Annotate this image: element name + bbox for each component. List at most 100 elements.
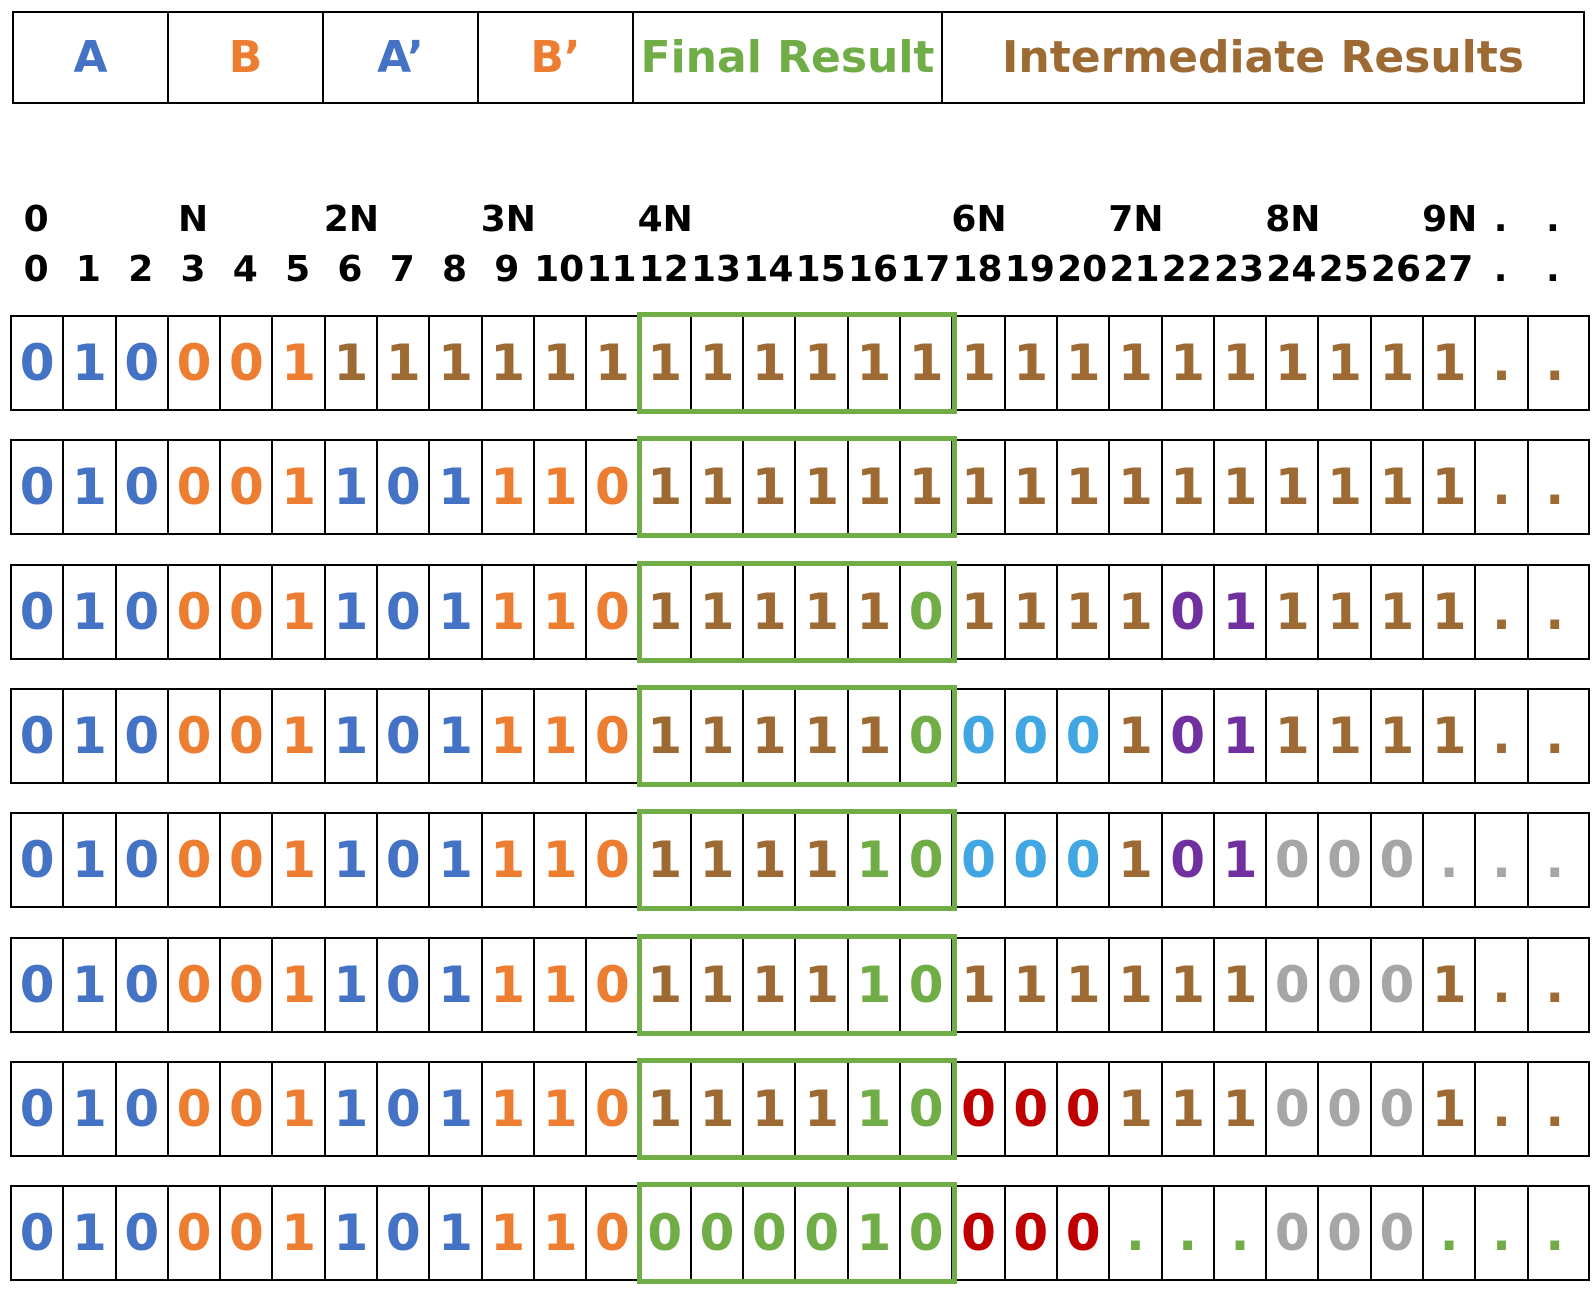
bit-cell: .: [1476, 1187, 1529, 1280]
bit-cell: 1: [1006, 317, 1058, 409]
bit-cell: 1: [849, 938, 902, 1031]
bit-cell: 1: [430, 1187, 483, 1280]
bit-cell: 1: [744, 814, 797, 907]
bit-cell: 0: [953, 814, 1006, 907]
bit-cell: 1: [692, 689, 745, 782]
bit-cell: 0: [587, 565, 640, 658]
bit-cell: 0: [221, 565, 274, 658]
index-label-position: 12: [638, 249, 689, 290]
bit-cell: 1: [430, 689, 483, 782]
bit-cell: 1: [1163, 317, 1215, 409]
bit-cell: 0: [169, 317, 222, 409]
bit-cell: 1: [849, 317, 902, 409]
index-label-position: 22: [1161, 249, 1212, 290]
bit-cell: 0: [1372, 1062, 1425, 1155]
bit-cell: 1: [744, 441, 797, 534]
bit-cell: 1: [326, 689, 379, 782]
bit-cell: 1: [1372, 317, 1425, 409]
bit-cell: 1: [483, 565, 535, 658]
bit-cell: 0: [1058, 689, 1111, 782]
bit-cell: 1: [64, 441, 117, 534]
bit-cell: 1: [1058, 317, 1111, 409]
index-label-position: 13: [690, 249, 742, 290]
bit-cell: 1: [640, 1062, 692, 1155]
index-label-position: 14: [743, 249, 794, 290]
bit-cell: 1: [1163, 938, 1215, 1031]
index-label-multiple: 0: [23, 199, 49, 240]
bit-cell: 1: [1215, 814, 1268, 907]
bit-cell: 1: [692, 938, 745, 1031]
index-label-position: 20: [1057, 249, 1108, 290]
bit-cell: 1: [1110, 317, 1163, 409]
bit-cell: 1: [483, 1062, 535, 1155]
bit-cell: 0: [221, 1062, 274, 1155]
bit-cell: 1: [64, 814, 117, 907]
bit-cell: 0: [12, 441, 65, 534]
index-label-multiple: .: [1545, 199, 1560, 240]
bit-cell: 1: [326, 317, 379, 409]
bit-cell: 1: [1424, 689, 1477, 782]
bit-cell: 1: [744, 565, 797, 658]
bit-cell: 1: [692, 1062, 745, 1155]
bit-cell: 0: [953, 1062, 1006, 1155]
bit-cell: .: [1545, 831, 1565, 890]
bit-cell: 1: [1267, 565, 1320, 658]
bit-cell: 0: [1319, 938, 1372, 1031]
bit-cell: 1: [1058, 565, 1111, 658]
bit-cell: 1: [1110, 938, 1163, 1031]
index-label-position: 25: [1318, 249, 1369, 290]
bit-cell: 0: [169, 1187, 222, 1280]
bit-cell: 1: [849, 1187, 902, 1280]
bit-cell: 0: [1267, 1062, 1320, 1155]
bit-cell: .: [1545, 1079, 1565, 1138]
index-label-position: 16: [847, 249, 898, 290]
bit-cell: 0: [12, 814, 65, 907]
bit-cell: 1: [326, 1062, 379, 1155]
bit-cell: 1: [1372, 689, 1425, 782]
bit-cell: 0: [12, 689, 65, 782]
bit-cell: .: [1476, 317, 1529, 409]
bit-cell: 1: [326, 565, 379, 658]
bit-cell: 0: [1163, 814, 1215, 907]
bit-cell: 0: [901, 1062, 954, 1155]
bit-cell: 0: [117, 938, 169, 1031]
bit-cell: 0: [12, 938, 65, 1031]
bit-cell: 0: [901, 1187, 954, 1280]
bit-cell: 0: [117, 317, 169, 409]
bit-cell: 1: [1319, 565, 1372, 658]
bit-cell: 0: [901, 689, 954, 782]
bit-cell: 0: [692, 1187, 745, 1280]
index-label-multiple: 2N: [323, 199, 379, 240]
bit-cell: 0: [12, 1187, 65, 1280]
bit-cell: 1: [692, 814, 745, 907]
bit-cell: 0: [378, 565, 431, 658]
bit-cell: 1: [796, 1062, 849, 1155]
bit-cell: 0: [640, 1187, 692, 1280]
bit-cell: 0: [1006, 689, 1058, 782]
bit-cell: 1: [430, 814, 483, 907]
bit-cell: 1: [953, 441, 1006, 534]
bit-cell: 1: [1267, 441, 1320, 534]
bit-cell: 1: [1058, 938, 1111, 1031]
bit-cell: .: [1110, 1187, 1163, 1280]
bit-cell: 1: [483, 689, 535, 782]
bit-cell: 1: [483, 938, 535, 1031]
bit-cell: 0: [744, 1187, 797, 1280]
bit-cell: 1: [744, 317, 797, 409]
bit-cell: 1: [796, 317, 849, 409]
bit-cell: 1: [535, 814, 588, 907]
index-label-position: 11: [586, 249, 637, 290]
bit-cell: 1: [535, 938, 588, 1031]
index-label-multiple: 3N: [480, 199, 536, 240]
index-label-position: 1: [75, 249, 101, 290]
bit-cell: 1: [953, 938, 1006, 1031]
bit-cell: 0: [796, 1187, 849, 1280]
bit-cell: 0: [953, 689, 1006, 782]
bit-cell: 0: [1372, 1187, 1425, 1280]
bit-cell: 1: [1215, 1062, 1268, 1155]
bit-cell: 1: [273, 317, 326, 409]
bit-cell: 1: [1215, 565, 1268, 658]
bit-cell: 1: [535, 317, 588, 409]
